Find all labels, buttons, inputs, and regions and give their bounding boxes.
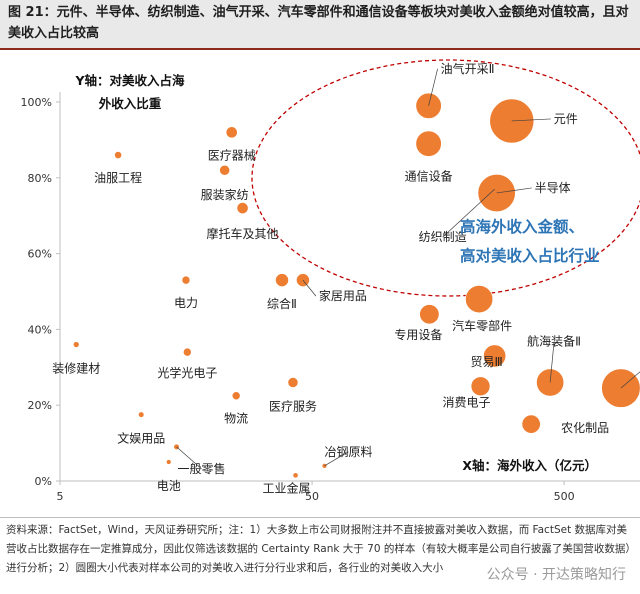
bubble-消费电子: [470, 376, 491, 397]
bubble-label-摩托车及其他: 摩托车及其他: [207, 226, 279, 241]
x-axis-title: X轴：海外收入（亿元）: [462, 458, 597, 473]
bubble-文娱用品: [138, 411, 145, 418]
source-divider: [0, 517, 640, 518]
bubble-label-油服工程: 油服工程: [94, 170, 142, 185]
bubble-label-医疗器械: 医疗器械: [208, 147, 256, 162]
bubble-label-医疗服务: 医疗服务: [269, 398, 317, 413]
bubble-label-综合Ⅱ: 综合Ⅱ: [267, 296, 297, 311]
bubble-label-工业金属: 工业金属: [263, 480, 311, 495]
bubble-layer: [72, 92, 640, 479]
annotation-layer: 高海外收入金额、高对美收入占比行业: [460, 217, 600, 265]
bubble-label-航海装备Ⅱ: 航海装备Ⅱ: [527, 333, 581, 348]
bubble-label-汽车零部件: 汽车零部件: [452, 318, 512, 333]
x-tick-label-1: 50: [305, 490, 319, 503]
bubble-服装家纺: [219, 164, 231, 176]
highlight-annotation-1: 高海外收入金额、: [460, 217, 584, 236]
bubble-label-半导体: 半导体: [535, 181, 571, 195]
bubble-装修建材: [72, 341, 80, 348]
bubble-贸易Ⅲ: [483, 344, 507, 368]
y-tick-label-0: 0%: [35, 475, 52, 488]
bubble-摩托车及其他: [236, 202, 249, 215]
leader-元件: [511, 118, 551, 122]
highlight-ellipse-layer: [251, 59, 640, 297]
y-tick-label-2: 40%: [28, 323, 52, 336]
bubble-labels: 元件光伏设备半导体汽车零部件航海装备Ⅱ油气开采Ⅱ通信设备贸易Ⅲ专用设备消费电子农…: [52, 61, 609, 496]
bubble-电力: [181, 275, 191, 285]
bubble-label-光学光电子: 光学光电子: [157, 365, 217, 380]
bubble-label-元件: 元件: [554, 112, 578, 126]
bubble-label-一般零售: 一般零售: [178, 461, 226, 476]
bubble-工业金属: [292, 472, 299, 479]
leader-一般零售: [176, 446, 202, 470]
bubble-label-文娱用品: 文娱用品: [117, 431, 165, 446]
bubble-电池: [166, 459, 172, 465]
x-tick-label-0: 5: [57, 490, 64, 503]
bubble-label-纺织制造: 纺织制造: [419, 230, 467, 244]
bubble-汽车零部件: [465, 285, 494, 314]
watermark: 公众号 · 开达策略知行: [482, 564, 630, 584]
y-axis-title-line-1: Y轴：对美收入占海: [74, 73, 185, 88]
leader-油气开采Ⅱ: [428, 68, 438, 106]
y-tick-label-1: 20%: [28, 399, 52, 412]
bubble-综合Ⅱ: [275, 273, 289, 287]
bubble-label-通信设备: 通信设备: [405, 170, 453, 184]
leader-纺织制造: [442, 188, 495, 238]
bubble-专用设备: [419, 304, 440, 325]
leader-光伏设备: [620, 371, 640, 389]
bubble-label-服装家纺: 服装家纺: [201, 187, 249, 202]
y-tick-label-5: 100%: [21, 96, 52, 109]
bubble-label-电池: 电池: [157, 479, 181, 493]
y-axis-title-line-2: 外收入比重: [98, 96, 162, 111]
leader-lines: [176, 68, 640, 470]
source-note: 资料来源：FactSet，Wind，天风证券研究所；注：1）大多数上市公司财报附…: [6, 524, 631, 574]
bubble-label-冶钢原料: 冶钢原料: [324, 445, 372, 459]
highlight-ellipse: [251, 59, 640, 297]
leader-半导体: [496, 187, 532, 194]
y-tick-label-3: 60%: [28, 248, 52, 261]
highlight-annotation-2: 高对美收入占比行业: [460, 246, 600, 265]
bubble-光伏设备: [601, 368, 640, 408]
bubble-label-物流: 物流: [224, 412, 248, 426]
leader-家居用品: [302, 279, 317, 297]
bubble-label-农化制品: 农化制品: [561, 421, 609, 435]
bubble-label-消费电子: 消费电子: [443, 395, 491, 409]
figure-title: 图 21：元件、半导体、纺织制造、油气开采、汽车零部件和通信设备等板块对美收入金…: [0, 0, 640, 48]
bubble-label-装修建材: 装修建材: [52, 361, 100, 376]
y-tick-label-4: 80%: [28, 172, 52, 185]
bubble-label-专用设备: 专用设备: [394, 327, 442, 342]
title-divider: [0, 48, 640, 50]
bubble-label-电力: 电力: [174, 296, 198, 310]
bubble-医疗器械: [225, 126, 238, 139]
bubble-医疗服务: [287, 377, 299, 388]
bubble-半导体: [477, 173, 516, 212]
leader-航海装备Ⅱ: [549, 341, 555, 383]
bubble-通信设备: [415, 130, 442, 157]
x-tick-label-2: 500: [554, 490, 575, 503]
bubble-label-贸易Ⅲ: 贸易Ⅲ: [470, 355, 502, 369]
bubble-油服工程: [114, 151, 122, 159]
leader-冶钢原料: [324, 451, 349, 467]
bubble-label-油气开采Ⅱ: 油气开采Ⅱ: [441, 61, 495, 76]
bubble-光学光电子: [183, 347, 192, 357]
bubble-label-家居用品: 家居用品: [319, 288, 367, 303]
bubble-物流: [231, 391, 241, 401]
bubble-农化制品: [521, 414, 541, 434]
